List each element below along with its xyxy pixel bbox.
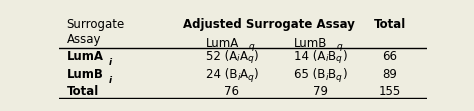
- Text: Adjusted Surrogate Assay: Adjusted Surrogate Assay: [182, 18, 355, 31]
- Text: q: q: [248, 73, 254, 82]
- Text: i: i: [109, 76, 112, 85]
- Text: 76: 76: [224, 85, 239, 98]
- Text: ): ): [253, 50, 258, 63]
- Text: i: i: [237, 73, 240, 82]
- Text: i: i: [325, 54, 328, 63]
- Text: i: i: [237, 54, 239, 63]
- Text: A: A: [240, 68, 248, 81]
- Text: ): ): [342, 50, 346, 63]
- Text: Total: Total: [66, 85, 99, 98]
- Text: 14 (A: 14 (A: [294, 50, 325, 63]
- Text: A: A: [239, 50, 247, 63]
- Text: 65 (B: 65 (B: [294, 68, 325, 81]
- Text: 52 (A: 52 (A: [206, 50, 237, 63]
- Text: Surrogate: Surrogate: [66, 18, 125, 31]
- Text: Assay: Assay: [66, 33, 101, 46]
- Text: B: B: [328, 50, 336, 63]
- Text: i: i: [325, 73, 328, 82]
- Text: Total: Total: [374, 18, 406, 31]
- Text: q: q: [336, 54, 342, 63]
- Text: 66: 66: [383, 50, 397, 63]
- Text: 155: 155: [379, 85, 401, 98]
- Text: LumA: LumA: [66, 50, 104, 63]
- Text: q: q: [337, 42, 342, 51]
- Text: q: q: [247, 54, 253, 63]
- Text: LumA: LumA: [206, 37, 239, 50]
- Text: LumB: LumB: [294, 37, 328, 50]
- Text: ): ): [254, 68, 258, 81]
- Text: q: q: [336, 73, 342, 82]
- Text: ): ): [342, 68, 346, 81]
- Text: 89: 89: [383, 68, 397, 81]
- Text: q: q: [248, 42, 254, 51]
- Text: B: B: [328, 68, 336, 81]
- Text: 24 (B: 24 (B: [206, 68, 237, 81]
- Text: 79: 79: [312, 85, 328, 98]
- Text: i: i: [109, 57, 112, 66]
- Text: LumB: LumB: [66, 68, 103, 81]
